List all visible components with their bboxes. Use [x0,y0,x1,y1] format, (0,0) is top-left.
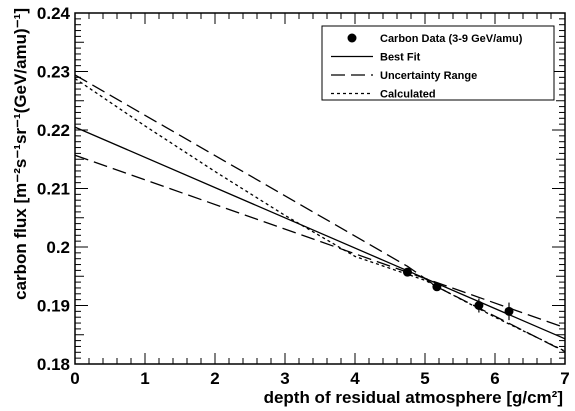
x-tick-label: 4 [350,369,360,388]
y-tick-label: 0.2 [46,238,70,257]
legend-label: Best Fit [380,52,421,64]
y-tick-label: 0.22 [37,121,70,140]
legend: Carbon Data (3-9 GeV/amu) Best Fit Uncerta… [321,25,555,101]
data-point-3 [474,301,484,310]
series-line-1 [74,126,566,340]
y-tick-label: 0.23 [37,63,70,82]
legend-marker [347,33,357,43]
x-tick-label: 7 [560,369,569,388]
x-tick-label: 5 [420,369,429,388]
x-tick-label: 0 [70,369,79,388]
legend-label: Uncertainty Range [380,70,477,82]
series-line-4 [74,77,566,352]
legend-box [321,25,555,101]
y-tick-label: 0.19 [37,297,70,316]
x-tick-label: 3 [280,369,289,388]
y-axis-label: carbon flux [m⁻²s⁻¹sr⁻¹(GeV/amu)⁻¹] [11,8,30,300]
data-point-4 [504,306,514,316]
x-tick-label: 1 [140,369,149,388]
data-point-2 [432,282,442,292]
axis-ticks: 0 1 2 3 4 5 6 7 0.18 0.19 0.2 0.21 0.22 0.23 0.24 [37,4,570,388]
plot-area [74,74,566,353]
x-tick-label: 6 [490,369,499,388]
x-axis-label: depth of residual atmosphere [g/cm²] [264,388,563,407]
legend-label: Calculated [380,89,436,101]
y-tick-label: 0.21 [37,180,70,199]
data-point-1 [403,267,412,277]
series-line-2 [74,154,566,329]
series-line-3 [74,74,566,353]
y-tick-label: 0.24 [37,4,71,23]
x-tick-label: 2 [210,369,219,388]
legend-label: Carbon Data (3-9 GeV/amu) [380,33,523,45]
y-tick-label: 0.18 [37,355,70,374]
